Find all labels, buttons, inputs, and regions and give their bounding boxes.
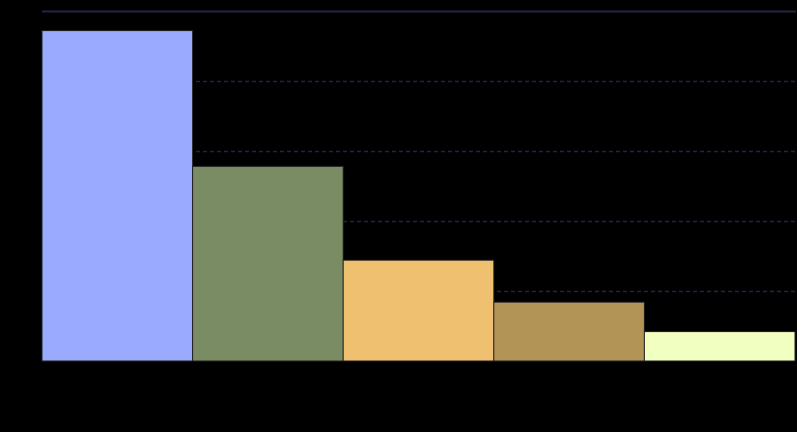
bar bbox=[643, 331, 796, 362]
bar bbox=[192, 165, 344, 362]
y-tick-label: 50 bbox=[22, 286, 36, 299]
y-tick-label: 200 bbox=[15, 76, 36, 89]
y-axis-ticks: 50 100 150 200 250 bbox=[15, 6, 36, 299]
bar bbox=[342, 259, 495, 362]
y-tick-label: 250 bbox=[15, 6, 36, 19]
bar bbox=[41, 30, 194, 362]
y-tick-label: 150 bbox=[15, 146, 36, 159]
y-tick-label: 100 bbox=[15, 216, 36, 229]
gridlines bbox=[42, 10, 796, 293]
bars bbox=[41, 30, 796, 362]
bar bbox=[493, 301, 645, 362]
